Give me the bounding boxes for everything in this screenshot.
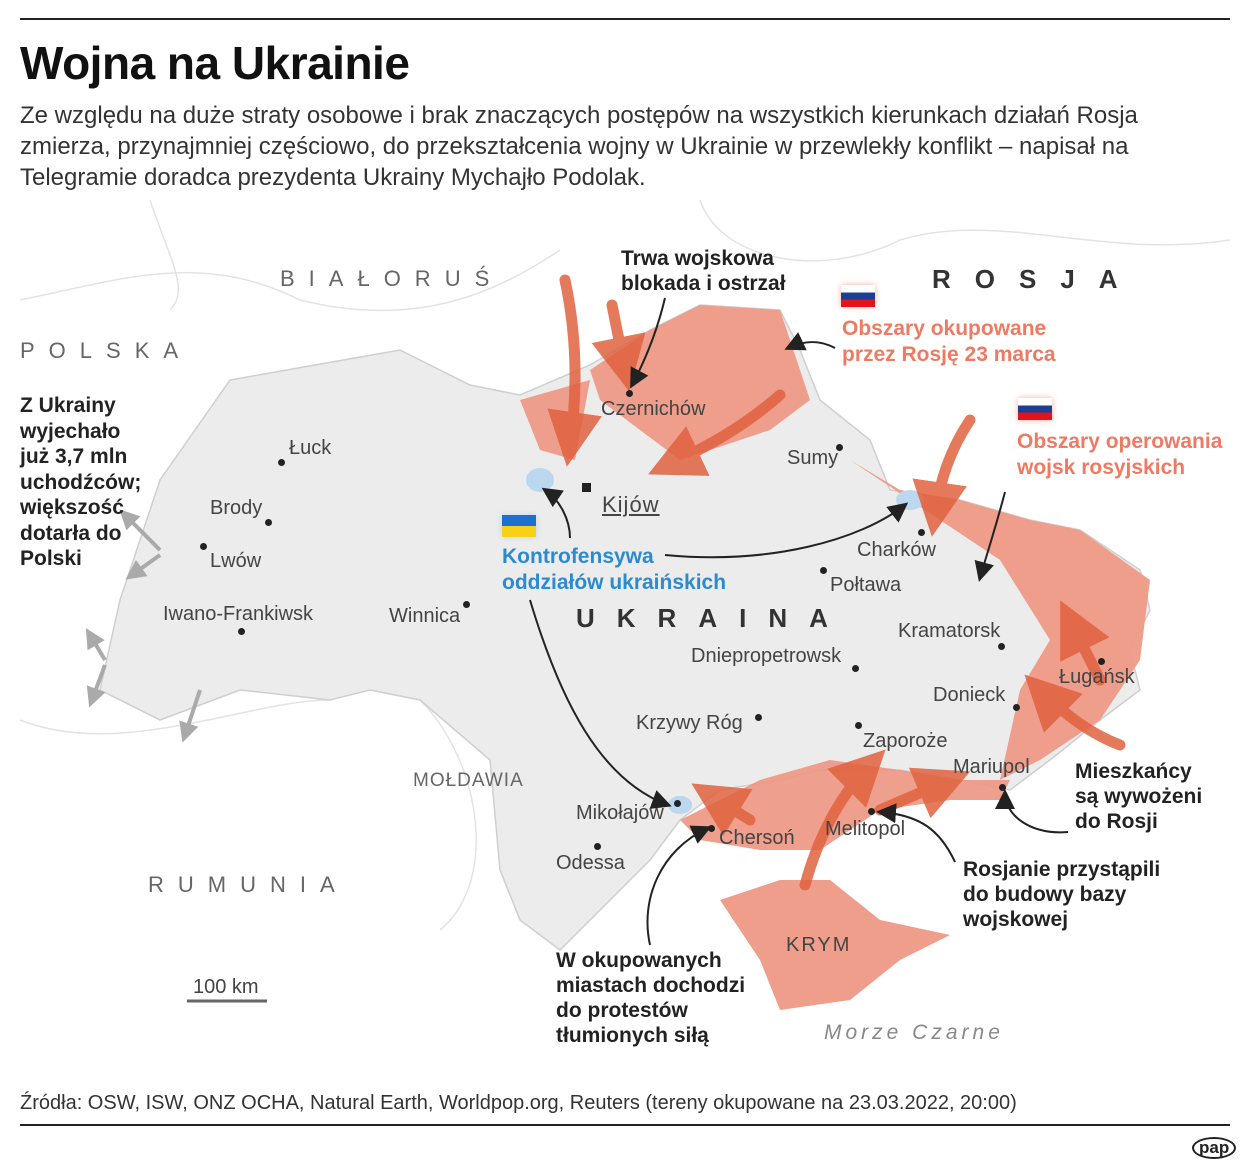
ukraine-flag-icon — [502, 515, 536, 537]
city-kramatorsk: Kramatorsk — [898, 620, 1001, 642]
annotation-blockade: Trwa wojskowa blokada i ostrzał — [621, 247, 786, 295]
annotation-base: Rosjanie przystąpili do budowy bazy wojs… — [963, 858, 1161, 931]
city-ivano-frankivsk: Iwano-Frankiwsk — [163, 603, 314, 625]
city-kharkiv: Charków — [857, 539, 936, 561]
russia-flag-icon — [841, 285, 875, 307]
source-note: Źródła: OSW, ISW, ONZ OCHA, Natural Eart… — [20, 1092, 1017, 1114]
city-lutsk: Łuck — [289, 437, 332, 459]
russia-flag-icon — [1018, 398, 1052, 420]
city-poltava: Połtawa — [830, 574, 902, 596]
bottom-rule — [20, 1124, 1230, 1126]
map — [19, 199, 1231, 1010]
occupied-crimea — [720, 880, 950, 1010]
label-ukraine: UKRAINA — [576, 603, 850, 633]
city-kryvyi-rih: Krzywy Róg — [636, 712, 743, 734]
lead-text: Ze względu na duże straty osobowe i brak… — [20, 102, 1138, 191]
top-rule — [20, 18, 1230, 20]
label-crimea: KRYM — [786, 934, 852, 956]
label-moldova: MOŁDAWIA — [413, 770, 524, 791]
refugee-arrows — [85, 509, 202, 743]
city-mykolaiv: Mikołajów — [576, 802, 664, 824]
legend-occupied: Obszary okupowane przez Rosję 23 marca — [842, 317, 1056, 366]
city-kyiv: Kijów — [602, 492, 660, 517]
legend-counteroffensive: Kontrofensywa oddziałów ukraińskich — [502, 545, 727, 594]
annotation-leaders — [529, 297, 1069, 946]
city-zaporizhzhia: Zaporoże — [863, 730, 948, 752]
legend-operating: Obszary operowania wojsk rosyjskich — [1017, 430, 1223, 479]
city-vinnytsia: Winnica — [389, 605, 461, 627]
label-belarus: BIAŁORUŚ — [280, 266, 504, 291]
city-kherson: Chersoń — [719, 827, 795, 849]
pap-logo: pap — [1192, 1137, 1237, 1159]
label-poland: POLSKA — [20, 338, 193, 363]
city-chernihiv: Czernichów — [601, 398, 706, 420]
city-dnipro: Dniepropetrowsk — [691, 645, 842, 667]
city-brody: Brody — [210, 497, 263, 519]
label-russia: ROSJA — [932, 264, 1142, 294]
city-luhansk: Ługańsk — [1059, 666, 1135, 688]
annotation-protests: W okupowanych miastach dochodzi do prote… — [556, 949, 746, 1047]
capital-marker — [582, 483, 591, 492]
city-lviv: Lwów — [210, 550, 262, 572]
city-donetsk: Donieck — [933, 684, 1006, 706]
page-title: Wojna na Ukrainie — [20, 37, 410, 89]
city-odesa: Odessa — [556, 852, 625, 874]
scale-label: 100 km — [193, 976, 259, 998]
label-romania: RUMUNIA — [148, 872, 349, 897]
city-sumy: Sumy — [787, 447, 839, 469]
annotation-refugees: Z Ukrainy wyjechało już 3,7 mln uchodźcó… — [20, 394, 142, 570]
annotation-deported: Mieszkańcy są wywożeni do Rosji — [1075, 760, 1203, 833]
city-melitopol: Melitopol — [825, 818, 906, 840]
label-black-sea: Morze Czarne — [824, 1021, 1004, 1044]
city-mariupol: Mariupol — [953, 756, 1030, 778]
